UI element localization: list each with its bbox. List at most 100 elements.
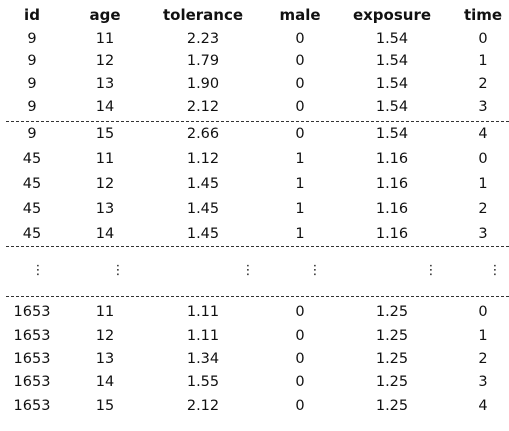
cell-tolerance: 2.23: [186, 31, 220, 47]
cell-exposure: 1.25: [375, 304, 409, 320]
cell-exposure: 1.54: [375, 126, 409, 142]
cell-male: 1: [295, 201, 305, 217]
cell-age: 14: [95, 226, 115, 242]
cell-age: 11: [95, 31, 115, 47]
cell-tolerance: 1.55: [186, 374, 220, 390]
cell-male: 0: [295, 76, 305, 92]
cell-male: 1: [295, 176, 305, 192]
cell-male: 0: [295, 99, 305, 115]
column-header-male: male: [279, 6, 321, 24]
cell-tolerance: 1.34: [186, 351, 220, 367]
cell-time: 2: [478, 76, 488, 92]
cell-male: 1: [295, 226, 305, 242]
table-row: 1653 14 1.55 0 1.25 3: [0, 372, 509, 393]
dashed-divider: [6, 296, 509, 297]
cell-exposure: 1.16: [375, 151, 409, 167]
cell-exposure: 1.54: [375, 76, 409, 92]
cell-time: 0: [478, 151, 488, 167]
table-row: 1653 12 1.11 0 1.25 1: [0, 326, 509, 347]
table-row: 9 11 2.23 0 1.54 0: [0, 29, 509, 50]
column-header-exposure: exposure: [352, 6, 432, 24]
cell-tolerance: 1.11: [186, 304, 220, 320]
cell-time: 1: [478, 53, 488, 69]
cell-age: 14: [95, 99, 115, 115]
cell-age: 11: [95, 151, 115, 167]
cell-id: 45: [22, 201, 42, 217]
cell-id: 9: [27, 126, 37, 142]
cell-id: 45: [22, 176, 42, 192]
table-row: 1653 13 1.34 0 1.25 2: [0, 349, 509, 370]
cell-exposure: 1.16: [375, 201, 409, 217]
cell-id: 1653: [13, 304, 51, 320]
cell-id: 45: [22, 151, 42, 167]
table-row: 45 11 1.12 1 1.16 0: [0, 149, 509, 170]
vertical-ellipsis: ⋮: [111, 263, 125, 278]
cell-exposure: 1.25: [375, 328, 409, 344]
dashed-divider: [6, 246, 509, 247]
table-row: 9 14 2.12 0 1.54 3: [0, 97, 509, 118]
column-header-age: age: [89, 6, 121, 24]
vertical-ellipsis: ⋮: [31, 263, 45, 278]
cell-tolerance: 2.66: [186, 126, 220, 142]
cell-age: 13: [95, 351, 115, 367]
cell-tolerance: 1.45: [186, 201, 220, 217]
vertical-ellipsis: ⋮: [308, 263, 322, 278]
cell-age: 13: [95, 201, 115, 217]
cell-tolerance: 1.45: [186, 176, 220, 192]
cell-exposure: 1.16: [375, 226, 409, 242]
cell-exposure: 1.25: [375, 374, 409, 390]
cell-male: 0: [295, 398, 305, 414]
cell-male: 0: [295, 328, 305, 344]
cell-time: 4: [478, 398, 488, 414]
table-row: 1653 15 2.12 0 1.25 4: [0, 396, 509, 417]
cell-age: 13: [95, 76, 115, 92]
cell-tolerance: 1.90: [186, 76, 220, 92]
cell-time: 2: [478, 201, 488, 217]
cell-time: 3: [478, 99, 488, 115]
vertical-ellipsis: ⋮: [488, 263, 502, 278]
cell-id: 9: [27, 31, 37, 47]
table-row: 45 12 1.45 1 1.16 1: [0, 174, 509, 195]
cell-male: 0: [295, 31, 305, 47]
cell-male: 0: [295, 351, 305, 367]
cell-age: 12: [95, 176, 115, 192]
cell-age: 11: [95, 304, 115, 320]
cell-time: 4: [478, 126, 488, 142]
cell-male: 0: [295, 304, 305, 320]
cell-id: 1653: [13, 374, 51, 390]
cell-time: 0: [478, 304, 488, 320]
cell-exposure: 1.25: [375, 398, 409, 414]
table-row: 9 13 1.90 0 1.54 2: [0, 74, 509, 95]
cell-id: 1653: [13, 398, 51, 414]
cell-age: 12: [95, 53, 115, 69]
cell-time: 2: [478, 351, 488, 367]
cell-age: 15: [95, 398, 115, 414]
cell-male: 0: [295, 374, 305, 390]
cell-exposure: 1.16: [375, 176, 409, 192]
column-header-time: time: [463, 6, 503, 24]
cell-tolerance: 1.45: [186, 226, 220, 242]
cell-age: 15: [95, 126, 115, 142]
cell-tolerance: 2.12: [186, 398, 220, 414]
cell-tolerance: 1.12: [186, 151, 220, 167]
table-row: 1653 11 1.11 0 1.25 0: [0, 302, 509, 323]
cell-tolerance: 2.12: [186, 99, 220, 115]
cell-time: 0: [478, 31, 488, 47]
cell-male: 1: [295, 151, 305, 167]
cell-exposure: 1.25: [375, 351, 409, 367]
table-header-row: id age tolerance male exposure time: [0, 5, 509, 26]
table-row: 45 13 1.45 1 1.16 2: [0, 199, 509, 220]
cell-exposure: 1.54: [375, 53, 409, 69]
cell-time: 3: [478, 226, 488, 242]
table-row: 9 12 1.79 0 1.54 1: [0, 51, 509, 72]
cell-time: 1: [478, 176, 488, 192]
table-row: 9 15 2.66 0 1.54 4: [0, 124, 509, 145]
cell-tolerance: 1.79: [186, 53, 220, 69]
cell-age: 12: [95, 328, 115, 344]
cell-time: 3: [478, 374, 488, 390]
cell-id: 1653: [13, 328, 51, 344]
cell-id: 45: [22, 226, 42, 242]
ellipsis-row: ⋮ ⋮ ⋮ ⋮ ⋮ ⋮: [0, 260, 509, 281]
column-header-id: id: [24, 6, 40, 24]
